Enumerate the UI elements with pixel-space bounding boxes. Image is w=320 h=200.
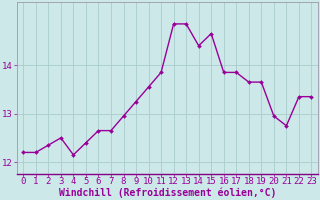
X-axis label: Windchill (Refroidissement éolien,°C): Windchill (Refroidissement éolien,°C) — [59, 187, 276, 198]
